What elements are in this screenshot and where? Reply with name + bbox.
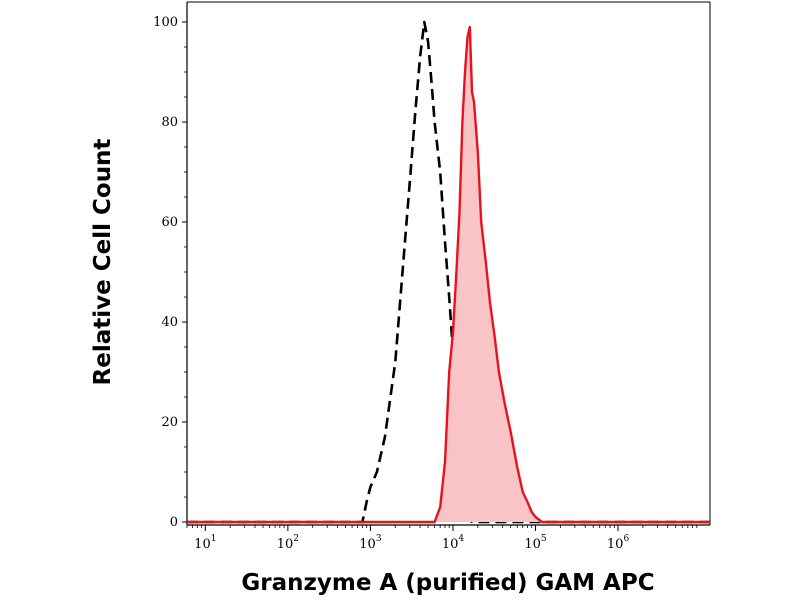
x-tick-label: 101 xyxy=(194,534,216,552)
y-tick-label: 60 xyxy=(161,215,178,230)
y-axis-title: Relative Cell Count xyxy=(90,139,116,386)
y-tick-label: 20 xyxy=(161,415,178,430)
y-tick-label: 40 xyxy=(161,315,178,330)
y-tick-label: 100 xyxy=(153,15,178,30)
x-tick-label: 105 xyxy=(524,534,547,552)
y-tick-label: 0 xyxy=(170,515,178,530)
x-axis-ticks: 101 102 103 104 105 106 xyxy=(186,525,698,552)
y-tick-label: 80 xyxy=(161,115,178,130)
x-tick-label: 104 xyxy=(442,534,465,552)
series-fill-2 xyxy=(187,27,710,522)
x-tick-label: 103 xyxy=(359,534,382,552)
x-tick-label: 106 xyxy=(607,534,630,552)
x-axis-title: Granzyme A (purified) GAM APC xyxy=(241,570,654,596)
series-line-2 xyxy=(187,25,710,524)
series-layer xyxy=(187,20,710,524)
x-tick-label: 102 xyxy=(277,534,299,552)
y-axis-ticks: 0 20 40 60 80 100 xyxy=(153,15,187,530)
plot-area xyxy=(186,1,711,526)
